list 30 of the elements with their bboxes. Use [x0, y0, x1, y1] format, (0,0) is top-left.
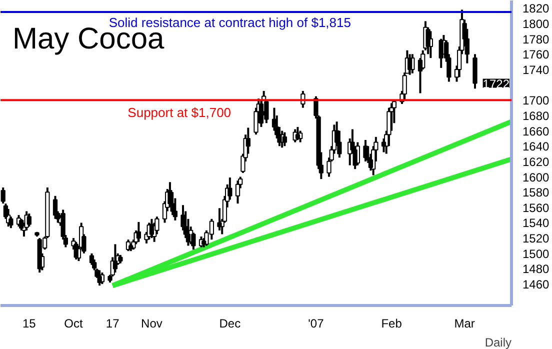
y-tick-label: 1760: [522, 48, 550, 62]
x-tick-label: Nov: [141, 316, 162, 330]
y-tick-label: 1540: [522, 216, 550, 230]
y-tick-label: 1800: [522, 16, 550, 31]
x-tick-label: '07: [308, 316, 324, 330]
y-tick-label: 1620: [522, 154, 550, 169]
y-tick-label: 1580: [522, 186, 550, 200]
x-tick-label: Feb: [381, 316, 402, 330]
x-tick-label: Oct: [64, 316, 84, 330]
ref-line-label: Solid resistance at contract high of $1,815: [108, 14, 351, 30]
x-tick-label: Mar: [454, 316, 475, 330]
y-tick-label: 1560: [522, 200, 550, 215]
y-tick-label: 1660: [522, 124, 550, 138]
y-tick-label: 1600: [522, 170, 550, 184]
y-tick-label: 1740: [522, 62, 550, 77]
y-tick-label: 1700: [522, 94, 550, 108]
y-tick-label: 1480: [522, 262, 550, 276]
y-tick-label: 1680: [522, 108, 550, 123]
ref-line-label: Support at $1,700: [128, 105, 232, 120]
text: Daily: [484, 336, 512, 349]
y-tick-label: 1640: [522, 140, 550, 154]
y-tick-label: 1780: [522, 32, 550, 46]
y-tick-label: 1460: [522, 278, 550, 292]
y-tick-label: 1820: [522, 2, 550, 16]
x-tick-label: 17: [106, 316, 120, 330]
x-tick-label: Dec: [219, 316, 241, 330]
x-tick-label: 15: [22, 316, 36, 330]
y-tick-label: 1500: [522, 246, 550, 261]
y-tick-label: 1520: [522, 232, 550, 246]
annotation: 1722: [482, 76, 510, 91]
